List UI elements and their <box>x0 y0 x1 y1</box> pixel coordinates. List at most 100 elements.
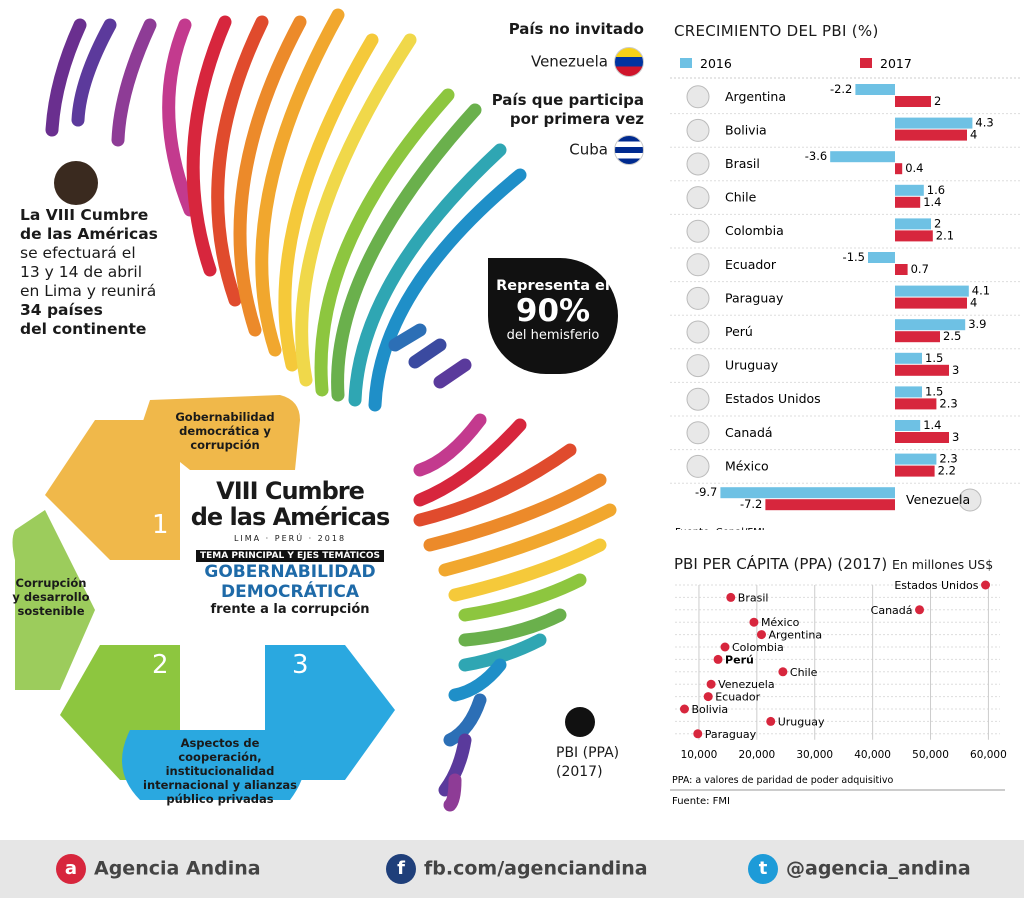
category-label: Venezuela <box>906 492 970 507</box>
bar-label-2016-Canadá: 1.4 <box>923 418 941 432</box>
continent-stripes-art <box>12 8 617 812</box>
legend-label-2016: 2016 <box>700 56 732 71</box>
bar-label-2016-Perú: 3.9 <box>968 317 986 331</box>
bar-2016-Estados Unidos <box>895 386 922 398</box>
legend-swatch-2016 <box>680 58 692 68</box>
bar-label-2017-Colombia: 2.1 <box>936 228 954 242</box>
x-tick-label: 30,000 <box>796 749 833 761</box>
twitter-icon: t <box>748 854 778 884</box>
gdp-chart-title: CRECIMIENTO DEL PBI (%) <box>674 22 879 40</box>
point-label-Argentina: Argentina <box>768 629 822 642</box>
scatter-note: PPA: a valores de paridad de poder adqui… <box>672 775 893 786</box>
bar-2016-Chile <box>895 184 924 196</box>
bar-label-2017-México: 2.2 <box>938 464 956 478</box>
intro-text: La VIII Cumbre de las Américas se efectu… <box>20 206 158 338</box>
category-label: Colombia <box>725 223 784 238</box>
point-label-Colombia: Colombia <box>732 641 784 654</box>
point-Estados Unidos <box>981 580 991 590</box>
point-label-Canadá: Canadá <box>871 604 913 617</box>
globe-icon <box>54 161 98 205</box>
bar-label-2016-Colombia: 2 <box>934 216 941 230</box>
legend-label-2017: 2017 <box>880 56 912 71</box>
bar-2017-Uruguay <box>895 364 949 376</box>
point-label-Venezuela: Venezuela <box>718 678 775 691</box>
point-Bolivia <box>679 704 689 714</box>
bar-label-2017-Estados Unidos: 2.3 <box>939 396 957 410</box>
axis-2-number: 2 <box>152 650 169 680</box>
category-label: Canadá <box>725 425 773 440</box>
summit-logo: VIII Cumbre de las Américas LIMA · PERÚ … <box>190 477 391 617</box>
point-Canadá <box>915 605 925 615</box>
bar-label-2017-Brasil: 0.4 <box>905 161 923 175</box>
category-label: Perú <box>725 324 753 339</box>
point-Argentina <box>756 630 766 640</box>
bar-label-2016-Estados Unidos: 1.5 <box>925 384 943 398</box>
bar-label-2016-Argentina: -2.2 <box>830 82 852 96</box>
bar-2017-México <box>895 465 935 477</box>
bar-2016-Canadá <box>895 420 921 431</box>
andina-logo-icon: a <box>56 854 86 884</box>
flag-icon-Colombia <box>686 219 710 243</box>
bar-2016-México <box>895 453 937 465</box>
bar-label-2017-Venezuela: -7.2 <box>740 497 762 511</box>
flag-icon-México <box>686 454 710 478</box>
bar-label-2017-Perú: 2.5 <box>943 329 961 343</box>
x-tick-label: 10,000 <box>681 749 718 761</box>
point-label-México: México <box>761 616 800 629</box>
point-label-Ecuador: Ecuador <box>715 691 760 704</box>
footer-bar: a Agencia Andina f fb.com/agenciandina t @a… <box>0 840 1024 898</box>
category-label: Ecuador <box>725 257 777 272</box>
bar-label-2017-Canadá: 3 <box>952 430 959 444</box>
category-label: México <box>725 458 769 473</box>
point-Chile <box>778 667 788 677</box>
bar-label-2017-Bolivia: 4 <box>970 128 977 142</box>
scatter-source: Fuente: FMI <box>672 796 730 807</box>
bar-label-2016-Venezuela: -9.7 <box>695 485 717 499</box>
ppp-label: PBI (PPA) (2017) <box>556 745 620 780</box>
bar-2016-Colombia <box>895 218 931 230</box>
bar-label-2016-México: 2.3 <box>939 452 957 466</box>
flag-icon-Brasil <box>686 152 710 176</box>
point-label-Estados Unidos: Estados Unidos <box>894 579 978 592</box>
point-label-Perú: Perú <box>725 653 754 666</box>
bar-2017-Colombia <box>895 230 933 242</box>
x-tick-label: 60,000 <box>970 749 1007 761</box>
point-label-Bolivia: Bolivia <box>691 703 728 716</box>
category-label: Uruguay <box>725 358 779 373</box>
point-Paraguay <box>693 729 703 739</box>
bar-2016-Perú <box>895 319 966 331</box>
footer-facebook[interactable]: f fb.com/agenciandina <box>386 854 648 884</box>
bar-2017-Argentina <box>895 96 931 107</box>
category-label: Chile <box>725 190 757 205</box>
bar-2016-Uruguay <box>895 352 922 364</box>
axis-2-label: Corrupción y desarrollo sostenible <box>12 576 90 618</box>
footer-twitter[interactable]: t @agencia_andina <box>748 854 971 884</box>
axis-1-number: 1 <box>152 510 169 540</box>
x-tick-label: 50,000 <box>912 749 949 761</box>
bar-label-2017-Argentina: 2 <box>934 94 941 108</box>
bar-2016-Paraguay <box>895 285 969 297</box>
point-label-Chile: Chile <box>790 666 818 679</box>
flag-icon-Perú <box>686 320 710 344</box>
percapita-scatter-chart: 10,000 20,000 30,000 40,000 50,000 60,000 Esta… <box>670 579 1007 807</box>
x-tick-label: 20,000 <box>738 749 775 761</box>
bar-2017-Bolivia <box>895 129 967 141</box>
bar-label-2017-Ecuador: 0.7 <box>911 262 929 276</box>
axis-3-number: 3 <box>292 650 309 680</box>
flag-icon-Estados Unidos <box>686 387 710 411</box>
bar-label-2017-Uruguay: 3 <box>952 363 959 377</box>
point-label-Brasil: Brasil <box>738 591 769 604</box>
axis-1-label: Gobernabilidad democrática y corrupción <box>175 410 275 452</box>
flag-icon-Chile <box>686 186 710 210</box>
flag-icon-Argentina <box>686 85 710 109</box>
bar-2016-Brasil <box>830 151 895 163</box>
bar-label-2017-Paraguay: 4 <box>970 296 977 310</box>
gdp-source: Fuente: Cepal/FMI <box>675 527 765 530</box>
footer-andina[interactable]: a Agencia Andina <box>56 854 261 884</box>
bar-2017-Ecuador <box>895 264 908 275</box>
point-label-Uruguay: Uruguay <box>778 715 825 728</box>
axis-3-label: Aspectos de cooperación, institucionalid… <box>143 736 297 806</box>
bar-2017-Venezuela <box>765 499 895 511</box>
point-Venezuela <box>706 679 716 689</box>
